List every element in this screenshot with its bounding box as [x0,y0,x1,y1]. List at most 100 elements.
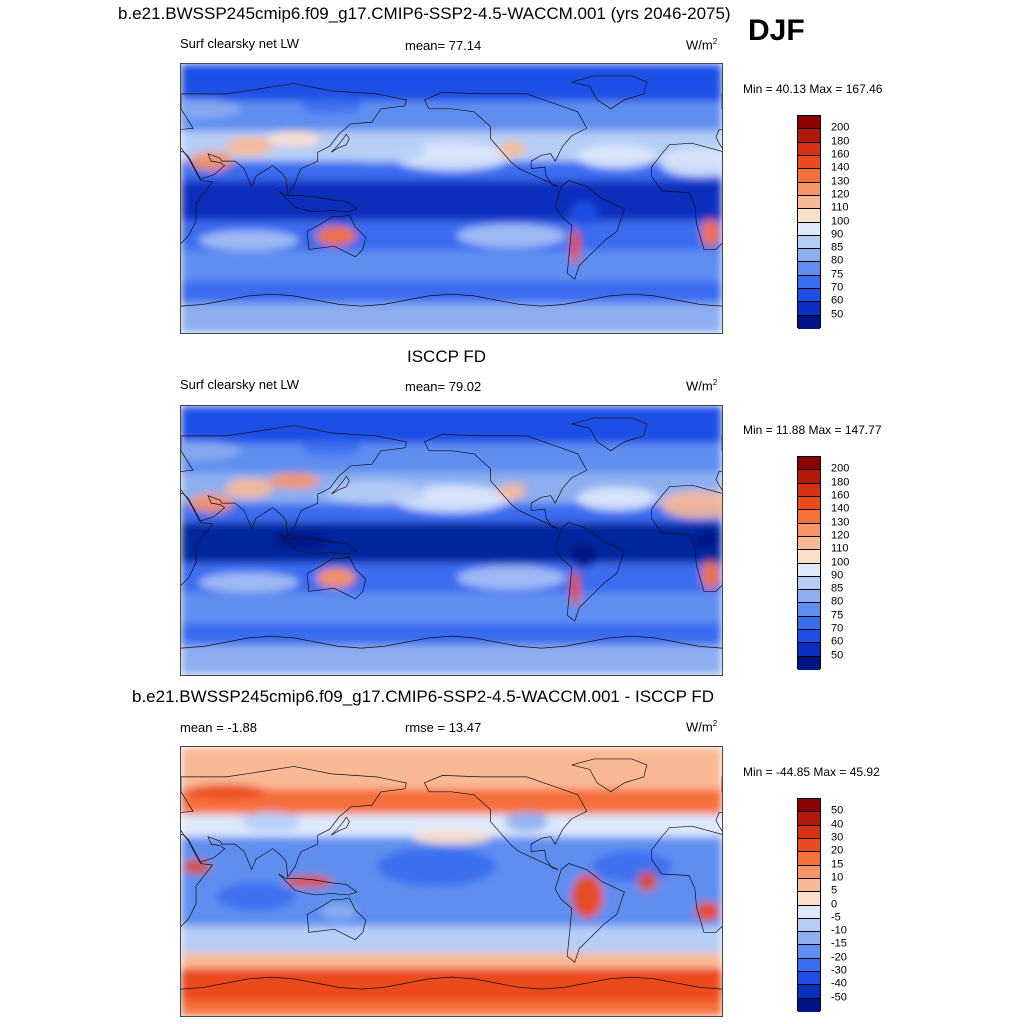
field-region [693,190,721,207]
field-region [659,148,722,177]
minmax-label: Min = 40.13 Max = 167.46 [743,82,883,96]
field-region [241,811,302,832]
field-region [591,850,672,883]
colorbar-tick-label: 180 [831,135,850,148]
field-band [181,645,722,675]
coastline [181,833,214,927]
colorbar-tick-label: -15 [831,937,847,950]
colorbar [797,115,821,329]
field-region [224,136,273,157]
colorbar-tick-label: 90 [831,228,844,241]
field-band [181,926,722,954]
colorbar-tick-label: 60 [831,635,844,648]
colorbar-swatch [798,496,820,511]
colorbar-tick-label: 110 [831,542,849,555]
mean-label: mean= 77.14 [405,38,482,53]
colorbar-tick-label: 50 [831,649,844,662]
map-model [180,63,723,334]
field-band [181,280,722,304]
colorbar-swatch [798,590,820,604]
colorbar-swatch [798,457,820,471]
field-band [181,788,722,815]
colorbar-swatch [798,289,820,303]
field-band [181,180,722,221]
colorbar-swatch [798,563,820,577]
season-label: DJF [748,14,805,47]
field-region [181,98,241,119]
colorbar-swatch [798,958,820,973]
colorbar-tick-label: 10 [831,871,844,884]
colorbar-swatch [798,812,820,826]
coastline [181,635,722,649]
field-region [271,190,332,207]
colorbar-tick-label: 70 [831,622,844,635]
colorbar [797,456,821,670]
coastline [554,180,625,280]
minmax-label: Min = 11.88 Max = 147.77 [743,423,882,437]
colorbar-tick-label: 200 [831,121,850,134]
field-region [456,565,567,590]
colorbar-swatch [798,195,820,210]
field-region [569,570,580,607]
map-diff [180,746,723,1017]
field-band [181,747,722,789]
coastline [181,425,407,537]
field-region [569,201,598,226]
colorbar-swatch [798,523,820,537]
colorbar-swatch [798,550,820,564]
colorbar-swatch [798,235,820,250]
units-label: W/m2 [686,719,718,735]
colorbar-tick-label: 130 [831,175,850,188]
field-region [216,882,296,911]
coastline [278,190,358,213]
colorbar-tick-label: 80 [831,254,844,267]
field-band [181,443,722,474]
field-region [315,225,356,246]
coastline [651,825,722,933]
colorbar-tick-label: -10 [831,924,847,937]
field-region [186,783,266,800]
field-region [659,490,722,519]
field-band [181,64,722,102]
coastline [331,133,350,153]
field-region [182,858,210,875]
coastline [423,775,588,870]
coastline [571,417,648,452]
coastline [181,293,722,307]
field-band [181,968,722,1002]
colorbar-swatch [798,945,820,959]
field-region [570,874,603,919]
colorbar-tick-label: -50 [831,991,847,1004]
colorbar-swatch [798,262,820,276]
colorbar-swatch [798,656,820,670]
colorbar-swatch [798,275,820,290]
colorbar-swatch [798,985,820,999]
colorbar-swatch [798,643,820,657]
colorbar-tick-label: 50 [831,804,844,817]
colorbar-swatch [798,510,820,524]
coastline [554,863,625,963]
field-region [315,567,356,588]
coastline [306,214,367,258]
colorbar-tick-label: 0 [831,898,838,910]
colorbar-tick-label: 85 [831,241,844,254]
colorbar-tick-label: 200 [831,462,850,475]
colorbar-swatch [798,932,820,946]
field-region [456,223,567,248]
field-region [301,439,362,456]
colorbar-tick-label: 120 [831,188,850,201]
colorbar-swatch [798,116,820,130]
colorbar-tick-label: 120 [831,529,850,542]
colorbar-tick-label: 110 [831,201,849,214]
colorbar-swatch [798,998,820,1012]
coastline [306,556,367,600]
colorbar-tick-label: 70 [831,281,844,294]
field-region [576,486,657,511]
colorbar-swatch [798,142,820,156]
colorbar-swatch [798,603,820,617]
field-region [326,138,427,163]
field-region [198,572,299,593]
coastline [571,758,648,793]
colorbar-swatch [798,905,820,919]
colorbar-swatch [798,838,820,853]
